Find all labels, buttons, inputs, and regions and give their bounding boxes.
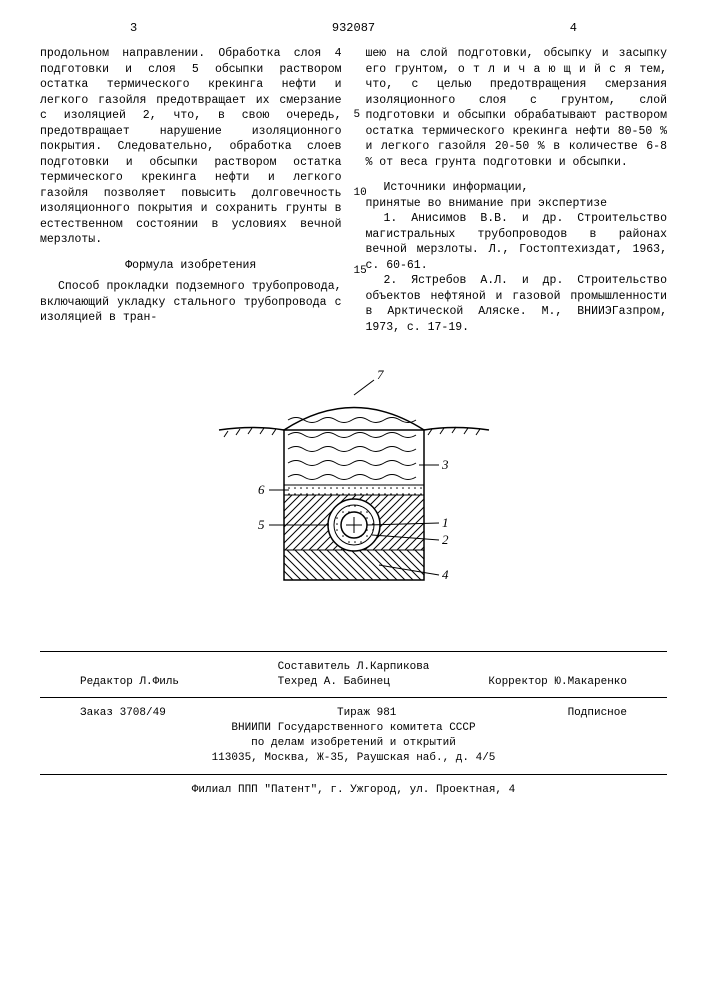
figure-label: 1 [442, 515, 449, 530]
line-num: 10 [354, 186, 367, 201]
col-number-right: 4 [570, 20, 577, 36]
footer-compiler: Составитель Л.Карпикова [40, 660, 667, 675]
footer-filial: Филиал ППП "Патент", г. Ужгород, ул. Про… [40, 783, 667, 798]
line-num: 5 [354, 108, 361, 123]
footer-techred: Техред А. Бабинец [278, 675, 390, 690]
paragraph: Способ прокладки подземного трубопровода… [40, 279, 342, 326]
left-column: продольном направлении. Обработка слоя 4… [40, 46, 342, 335]
footer-tirazh: Тираж 981 [337, 706, 396, 721]
footer-editor: Редактор Л.Филь [80, 675, 179, 690]
footer-podpisnoe: Подписное [568, 706, 627, 721]
footer-block: Составитель Л.Карпикова Редактор Л.Филь … [40, 651, 667, 798]
header: 3 932087 4 [40, 20, 667, 36]
footer-corrector: Корректор Ю.Макаренко [488, 675, 627, 690]
line-num: 15 [354, 264, 367, 279]
patent-number: 932087 [137, 20, 570, 36]
figure-label: 3 [441, 457, 449, 472]
figure-label: 6 [258, 482, 265, 497]
footer-order: Заказ 3708/49 [80, 706, 166, 721]
paragraph: продольном направлении. Обработка слоя 4… [40, 46, 342, 248]
pipe-cross-section-svg: 1 2 3 4 5 6 7 [214, 365, 494, 605]
source-item: 2. Ястребов А.Л. и др. Строительство объ… [366, 273, 668, 335]
sources-heading: Источники информации, принятые во вниман… [366, 180, 668, 211]
footer-org: ВНИИПИ Государственного комитета СССР [40, 721, 667, 736]
figure-label: 4 [442, 567, 449, 582]
two-column-text: 5 10 15 продольном направлении. Обработк… [40, 46, 667, 335]
right-column: шею на слой подготовки, обсыпку и засыпк… [366, 46, 668, 335]
patent-page: 3 932087 4 5 10 15 продольном направлени… [0, 0, 707, 828]
formula-title: Формула изобретения [40, 258, 342, 274]
footer-org: по делам изобретений и открытий [40, 736, 667, 751]
figure-label: 7 [377, 367, 384, 382]
source-item: 1. Анисимов В.В. и др. Строительство маг… [366, 211, 668, 273]
col-number-left: 3 [130, 20, 137, 36]
figure: 1 2 3 4 5 6 7 [40, 365, 667, 610]
footer-address: 113035, Москва, Ж-35, Раушская наб., д. … [40, 751, 667, 766]
paragraph: шею на слой подготовки, обсыпку и засыпк… [366, 46, 668, 170]
figure-label: 5 [258, 517, 265, 532]
figure-label: 2 [442, 532, 449, 547]
